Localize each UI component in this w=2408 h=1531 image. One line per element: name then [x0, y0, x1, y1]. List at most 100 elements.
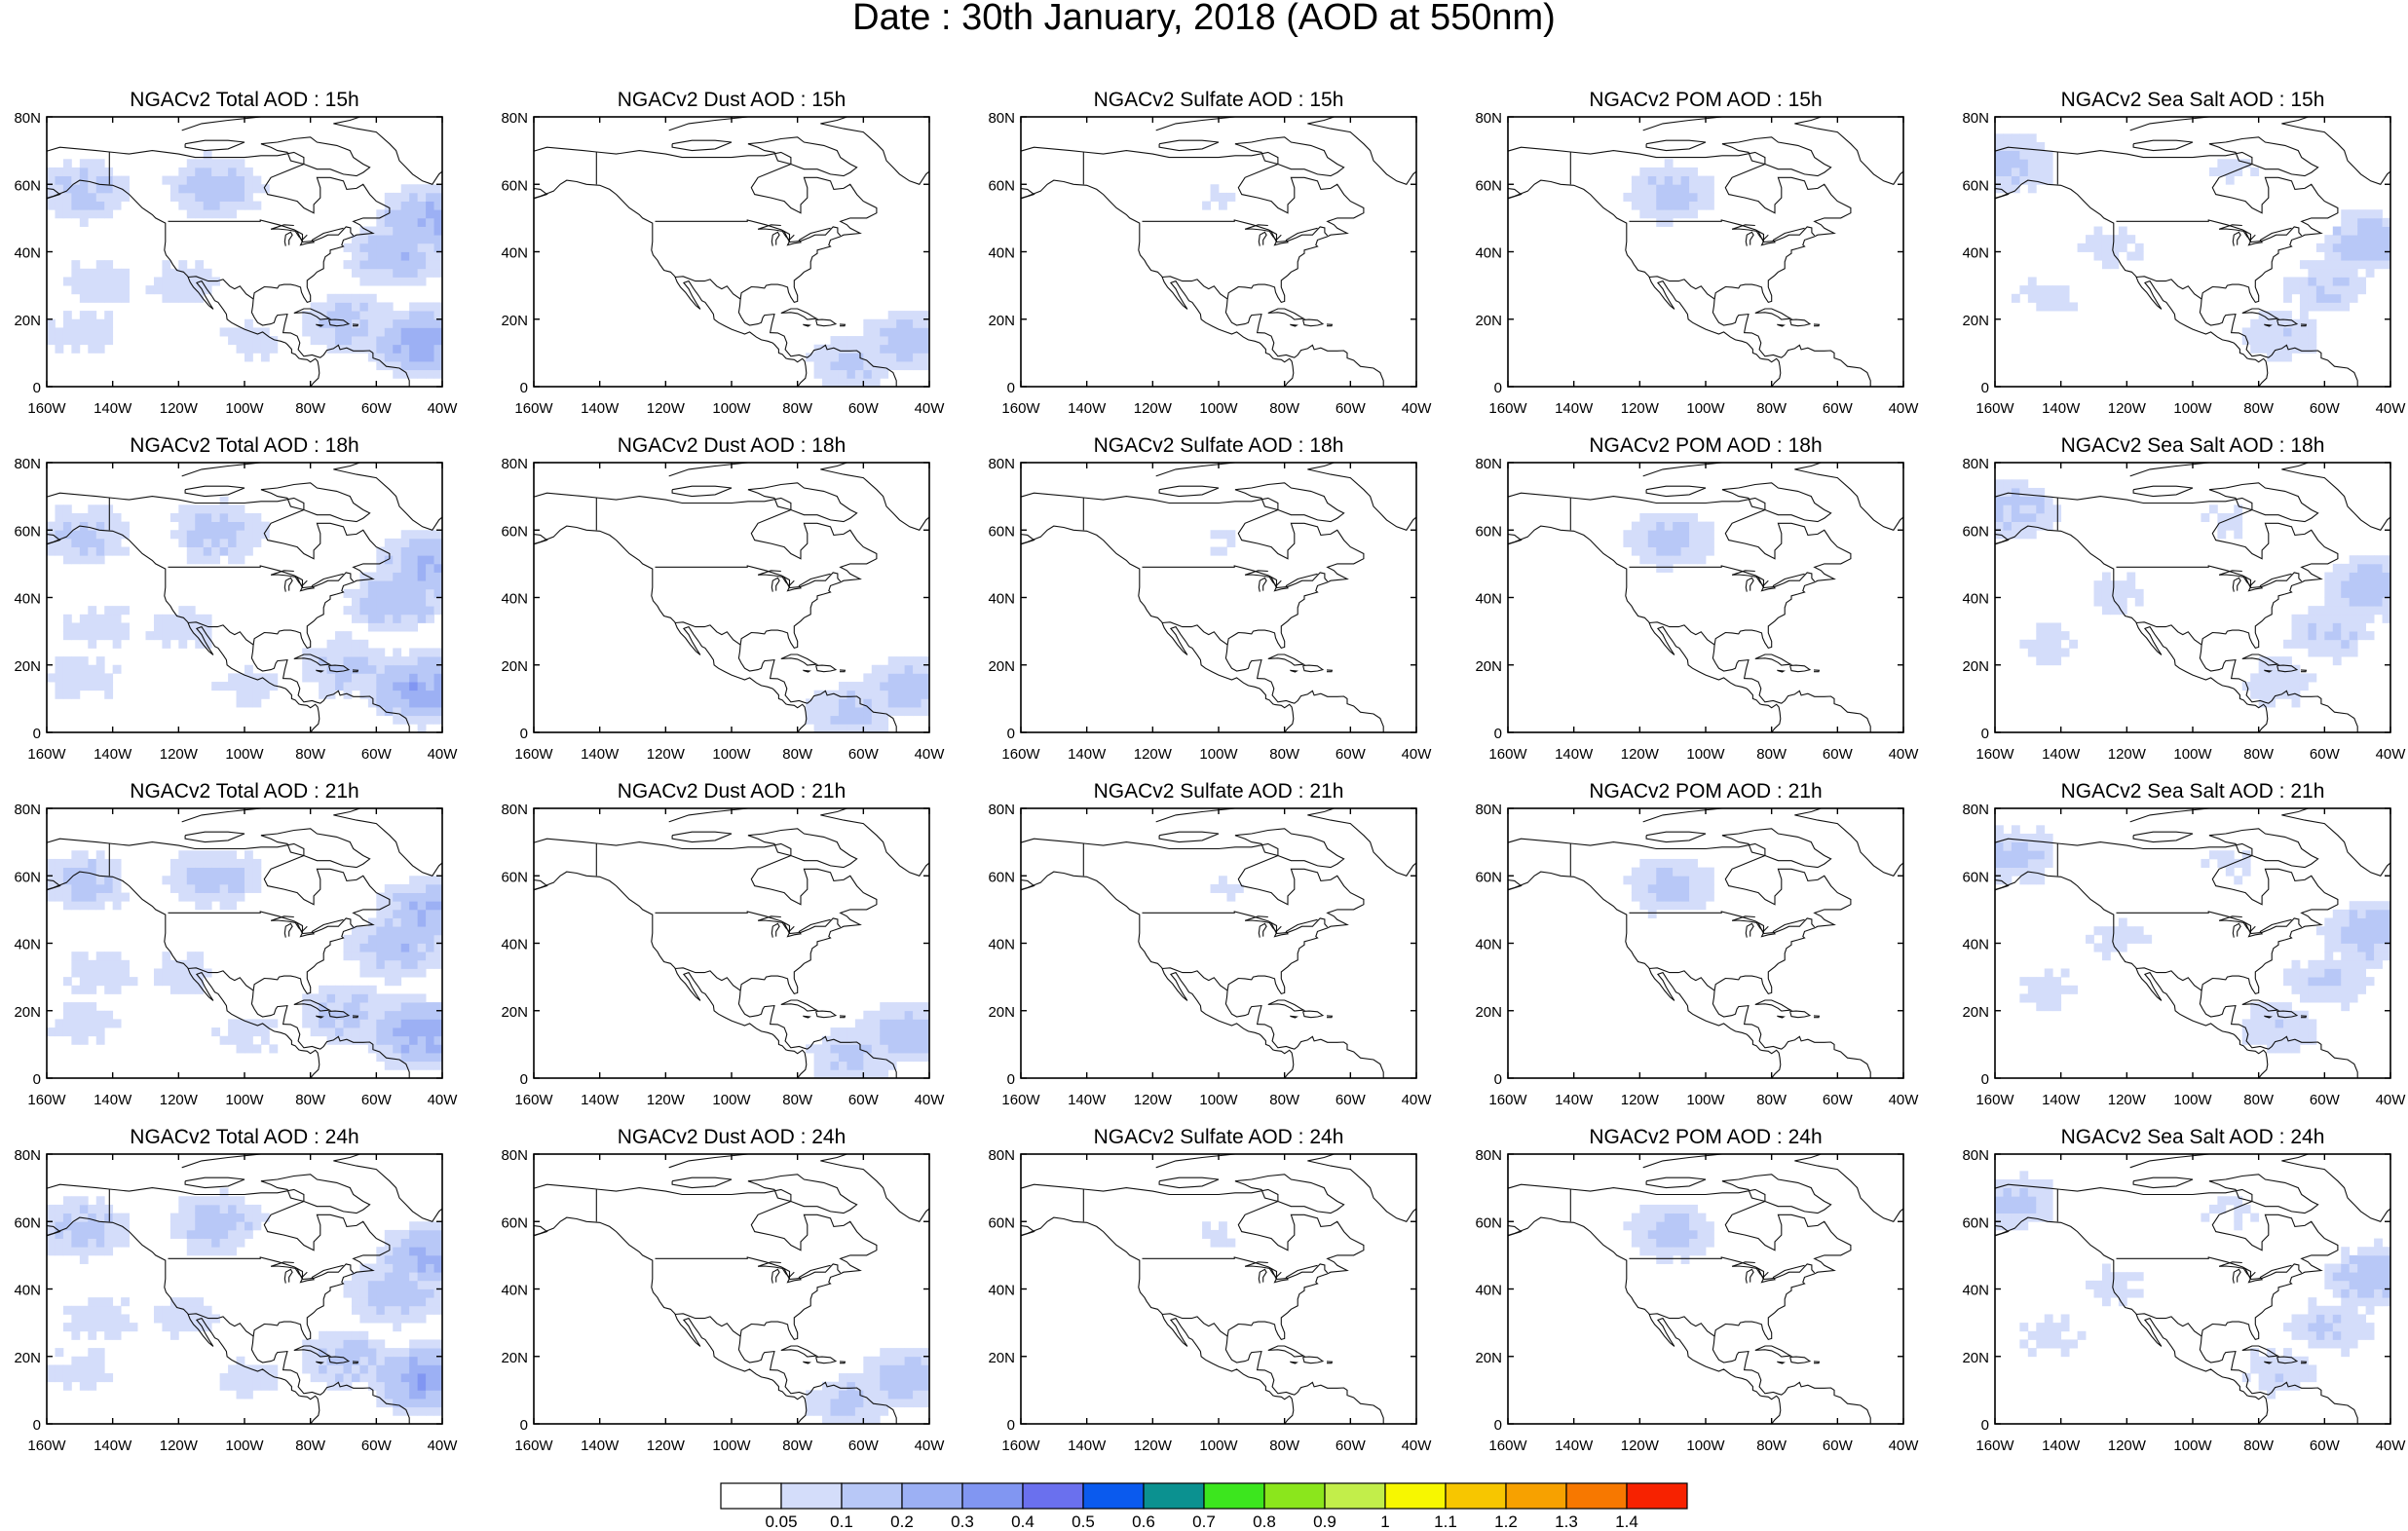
aod-cell: [2308, 336, 2317, 346]
aod-cell: [2044, 1002, 2053, 1012]
aod-cell: [426, 901, 434, 911]
aod-cell: [393, 1399, 402, 1408]
aod-cell: [830, 369, 840, 379]
aod-cell: [121, 521, 130, 531]
aod-cell: [2201, 858, 2210, 868]
aod-cell: [1210, 546, 1220, 556]
aod-cell: [409, 1010, 419, 1020]
aod-cell: [195, 952, 205, 961]
aod-cell: [2324, 588, 2334, 598]
aod-cell: [863, 1399, 873, 1408]
aod-cell: [62, 192, 72, 202]
aod-cell: [2332, 243, 2342, 252]
aod-cell: [252, 1027, 262, 1037]
aod-cell: [245, 1027, 253, 1037]
aod-cell: [2349, 293, 2358, 303]
aod-cell: [913, 1027, 922, 1037]
aod-cell: [2365, 580, 2375, 590]
aod-cell: [2291, 277, 2301, 286]
lon-tick-label: 100W: [1686, 746, 1725, 763]
colorbar-label: 1.4: [1615, 1512, 1638, 1531]
aod-cell: [376, 1356, 386, 1365]
aod-cell: [2357, 209, 2367, 219]
aod-cell: [393, 1254, 402, 1264]
aod-cell: [2324, 260, 2334, 270]
aod-cell: [384, 1381, 394, 1391]
aod-cell: [2291, 1027, 2301, 1037]
aod-cell: [904, 1053, 914, 1063]
aod-cell: [400, 251, 410, 261]
aod-cell: [426, 580, 434, 590]
aod-cell: [2011, 841, 2020, 851]
aod-cell: [1656, 901, 1666, 911]
aod-cell: [367, 597, 377, 607]
aod-cell: [2093, 943, 2103, 952]
aod-cell: [359, 985, 369, 994]
aod-cell: [169, 1314, 179, 1324]
aod-cell: [376, 1053, 386, 1063]
aod-cell: [426, 698, 434, 708]
aod-cell: [2324, 302, 2334, 312]
aod-cell: [2332, 622, 2342, 632]
lat-tick-label: 0: [1494, 726, 1502, 742]
aod-cell: [71, 285, 81, 295]
aod-cell: [2365, 926, 2375, 936]
aod-cell: [433, 917, 442, 927]
aod-cell: [871, 327, 881, 337]
aod-cell: [417, 209, 427, 219]
aod-cell: [2349, 563, 2358, 573]
aod-cell: [2357, 952, 2367, 961]
aod-cell: [1639, 530, 1649, 540]
aod-cell: [302, 327, 312, 337]
lon-tick-label: 120W: [1134, 1092, 1173, 1108]
lon-tick-label: 80W: [1269, 400, 1300, 417]
aod-cell: [2299, 311, 2309, 320]
aod-cell: [153, 622, 163, 632]
aod-cell: [2374, 959, 2383, 969]
aod-cell: [351, 648, 360, 657]
aod-cell: [95, 968, 105, 978]
aod-cell: [2341, 209, 2351, 219]
aod-cell: [1631, 1238, 1640, 1248]
aod-cell: [2110, 243, 2120, 252]
lon-tick-label: 160W: [1001, 400, 1040, 417]
aod-cell: [319, 1373, 327, 1383]
aod-cell: [2349, 631, 2358, 641]
aod-cell: [393, 1035, 402, 1045]
lon-tick-label: 60W: [1336, 746, 1367, 763]
aod-cell: [2044, 512, 2053, 522]
aod-cell: [2019, 876, 2029, 885]
aod-cell: [2118, 597, 2127, 607]
aod-cell: [88, 1356, 97, 1365]
aod-cell: [351, 934, 360, 944]
aod-cell: [47, 858, 56, 868]
aod-cell: [95, 682, 105, 691]
aod-cell: [47, 521, 56, 531]
aod-cell: [169, 631, 179, 641]
aod-cell: [228, 673, 237, 683]
aod-cell: [2011, 133, 2020, 143]
colorbar-label: 0.7: [1192, 1512, 1216, 1531]
aod-cell: [79, 167, 89, 176]
aod-cell: [417, 1254, 427, 1264]
aod-cell: [2044, 858, 2053, 868]
aod-cell: [1647, 876, 1657, 885]
aod-cell: [871, 1010, 881, 1020]
aod-cell: [335, 1348, 344, 1358]
aod-cell: [351, 243, 360, 252]
aod-cell: [121, 1238, 130, 1248]
aod-cell: [1680, 546, 1690, 556]
aod-cell: [2365, 959, 2375, 969]
aod-cell: [376, 327, 386, 337]
aod-cell: [2093, 588, 2103, 598]
aod-cell: [409, 530, 419, 540]
panel-title: NGACv2 POM AOD : 21h: [1589, 780, 1822, 803]
aod-cell: [2003, 521, 2013, 531]
lon-tick-label: 160W: [1001, 1438, 1040, 1454]
aod-cell: [384, 353, 394, 362]
aod-cell: [384, 622, 394, 632]
lon-tick-label: 80W: [2243, 1092, 2275, 1108]
aod-cell: [2382, 251, 2390, 261]
aod-cell: [376, 959, 386, 969]
aod-cell: [393, 344, 402, 354]
